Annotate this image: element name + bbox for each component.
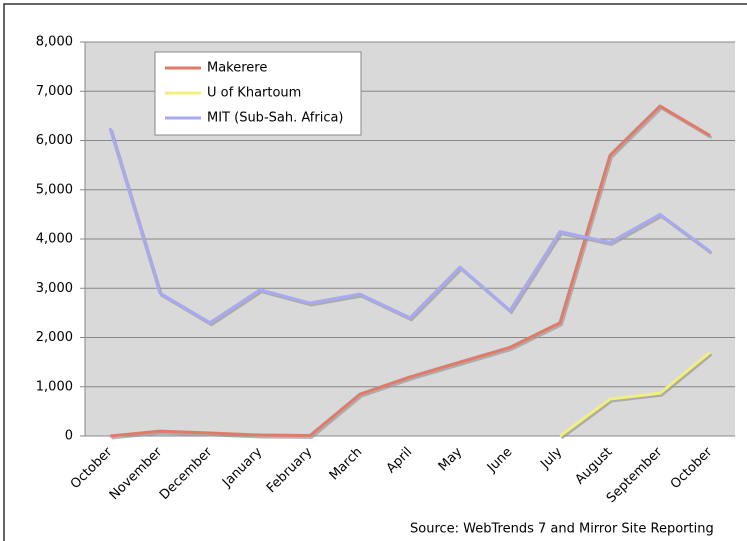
line: [559, 351, 711, 438]
line-shadow: [110, 129, 713, 327]
x-tick-label: April: [384, 445, 416, 477]
y-tick-label: 4,000: [36, 232, 73, 247]
x-tick-label: February: [264, 444, 316, 496]
x-tick-label: November: [107, 444, 166, 503]
y-tick-label: 3,000: [36, 281, 73, 296]
y-tick-label: 6,000: [36, 133, 73, 148]
line-shadow: [560, 353, 713, 440]
x-tick-label: October: [668, 444, 716, 492]
y-tick-label: 5,000: [36, 182, 73, 197]
y-tick-label: 0: [65, 429, 73, 444]
legend-label: Makerere: [207, 61, 267, 76]
x-tick-label: October: [68, 444, 116, 492]
source-note: Source: WebTrends 7 and Mirror Site Repo…: [410, 522, 714, 537]
line: [108, 127, 711, 325]
y-tick-label: 7,000: [36, 84, 73, 99]
x-tick-label: August: [573, 445, 616, 488]
line: [109, 104, 711, 438]
x-tick-label: July: [537, 444, 565, 472]
legend-label: U of Khartoum: [207, 86, 301, 101]
y-tick-label: 8,000: [36, 35, 73, 50]
y-tick-label: 2,000: [36, 330, 73, 345]
x-tick-label: January: [219, 444, 265, 490]
frame: [3, 3, 747, 541]
x-tick-label: May: [436, 444, 466, 474]
x-tick-label: June: [484, 445, 515, 476]
line-shadow: [111, 106, 713, 440]
legend-label: MIT (Sub-Sah. Africa): [207, 111, 344, 126]
x-tick-label: March: [327, 445, 366, 484]
y-tick-label: 1,000: [36, 379, 73, 394]
x-tick-label: December: [157, 444, 216, 503]
